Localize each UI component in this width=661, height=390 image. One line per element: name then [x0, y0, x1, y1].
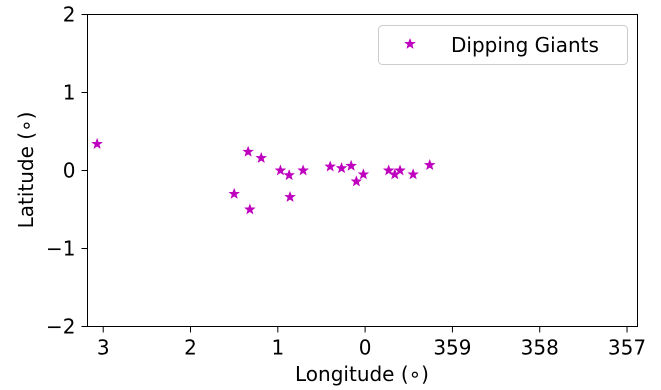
x-axis-label: Longitude (∘) [295, 362, 429, 386]
x-axis: 3 2 1 0 359 358 357 [97, 326, 646, 360]
data-point [91, 137, 103, 149]
y-axis: 2 1 0 −1 −2 [46, 3, 88, 339]
data-point [423, 158, 436, 170]
legend-star-marker [404, 37, 416, 49]
x-tick-label: 3 [97, 336, 110, 360]
data-point [324, 160, 336, 172]
legend: Dipping Giants [378, 25, 628, 65]
x-tick-label: 0 [359, 336, 372, 360]
legend-box [378, 25, 628, 65]
y-tick-label: 0 [63, 159, 76, 183]
data-point [244, 203, 256, 215]
x-tick-label: 1 [271, 336, 284, 360]
data-point [382, 164, 395, 176]
data-point [274, 164, 287, 176]
x-tick-label: 2 [184, 336, 197, 360]
data-point [335, 162, 348, 174]
data-point [350, 175, 363, 187]
y-tick-label: 1 [63, 81, 76, 105]
plot-frame [87, 14, 638, 327]
plot-area [87, 14, 638, 327]
data-point [228, 187, 240, 199]
data-point [407, 168, 419, 180]
data-point [283, 169, 295, 181]
data-point [242, 145, 254, 157]
y-axis-label: Latitude (∘) [14, 112, 38, 229]
y-tick-label: −1 [46, 237, 75, 261]
data-point [345, 159, 357, 171]
x-tick-label: 358 [521, 336, 559, 360]
x-tick-label: 357 [608, 336, 646, 360]
y-tick-label: −2 [46, 315, 75, 339]
data-point [357, 168, 370, 180]
y-tick-label: 2 [63, 3, 76, 27]
legend-label: Dipping Giants [451, 33, 599, 57]
data-point [255, 151, 267, 163]
data-points [91, 137, 436, 215]
data-point [297, 164, 309, 176]
x-tick-label: 359 [433, 336, 471, 360]
data-point [394, 164, 406, 176]
data-point [284, 190, 296, 202]
